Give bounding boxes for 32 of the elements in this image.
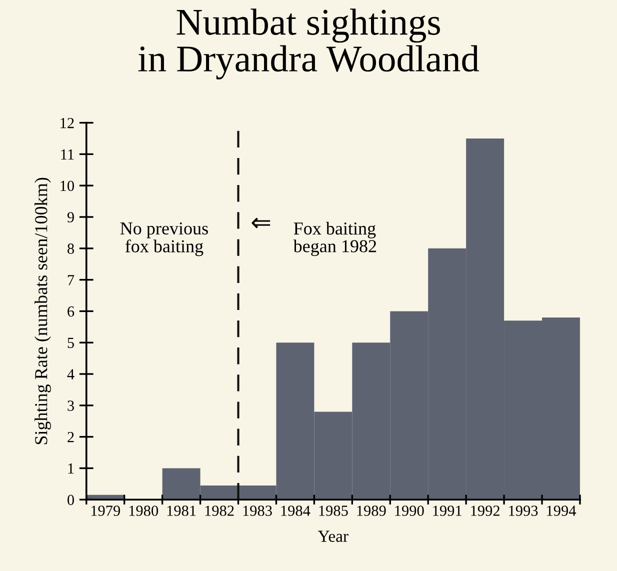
x-tick-label: 1979 [91, 506, 120, 516]
x-tick-label: 1985 [319, 506, 348, 516]
y-axis-title: Sighting Rate (numbats seen/100km) [34, 178, 51, 444]
annotation: No previous fox baiting [120, 222, 208, 256]
y-tick-label: 4 [67, 369, 74, 380]
x-tick-label: 1993 [509, 506, 538, 516]
y-tick-label: 2 [68, 432, 74, 442]
x-tick-label: 1981 [167, 506, 196, 516]
chart-title: Numbat sightings in Dryandra Woodland [138, 8, 480, 80]
y-tick-label: 5 [68, 338, 74, 348]
x-tick-label: 1983 [243, 506, 272, 516]
x-axis-title: Year [318, 530, 348, 542]
y-tick-label: 6 [68, 306, 74, 317]
y-tick-label: 11 [61, 149, 74, 160]
x-tick-label: 1991 [433, 506, 462, 516]
x-tick-label: 1980 [129, 506, 158, 516]
x-tick-label: 1982 [205, 506, 234, 516]
y-tick-label: 7 [68, 275, 74, 286]
y-tick-label: 3 [68, 400, 74, 411]
y-tick-label: 12 [60, 118, 74, 128]
x-tick-label: 1992 [471, 506, 500, 516]
y-tick-label: 9 [67, 212, 74, 222]
x-tick-label: 1984 [281, 506, 310, 516]
x-tick-label: 1994 [547, 506, 576, 516]
annotation: Fox baiting began 1982 [293, 222, 376, 256]
annotation: ⇐ [252, 218, 270, 228]
y-tick-label: 1 [68, 463, 74, 474]
x-tick-label: 1990 [395, 506, 424, 516]
y-tick-label: 0 [68, 494, 74, 506]
y-tick-label: 10 [60, 180, 74, 192]
x-tick-label: 1989 [357, 506, 386, 516]
y-tick-label: 8 [68, 244, 74, 254]
